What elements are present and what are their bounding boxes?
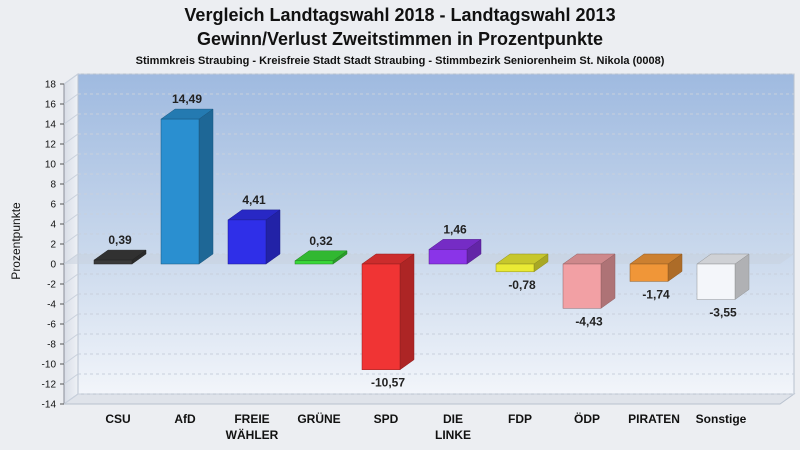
bar-spd [361,253,415,371]
bar-value-label: 4,41 [242,193,266,207]
y-tick-label: 8 [50,180,56,191]
chart-title-line2: Gewinn/Verlust Zweitstimmen in Prozentpu… [197,29,603,49]
y-tick-label: -8 [47,340,56,351]
y-tick-label: 4 [50,220,56,231]
y-tick-label: -12 [42,380,57,391]
y-tick-label: -2 [47,280,56,291]
gridline-side [63,333,79,345]
gridline-side [63,153,79,165]
bar-value-label: -0,78 [508,278,536,292]
bar-front [562,263,602,309]
x-tick-label: PIRATEN [628,412,680,426]
y-tick-label: 16 [45,100,57,111]
gridline-side [63,293,79,305]
x-tick-label: GRÜNE [297,411,340,426]
bar-ödp [562,253,616,309]
bar-front [495,263,535,273]
x-tick-label: Sonstige [696,412,747,426]
x-tick-label: LINKE [435,428,471,442]
x-tick-label: ÖDP [574,411,600,426]
x-tick-label: FDP [508,412,532,426]
gridline-side [63,213,79,225]
bar-front [361,263,401,370]
gridline-side [63,393,79,405]
plot-floor [62,393,796,405]
bar-front [160,118,200,265]
gridline-side [63,113,79,125]
y-tick-label: 2 [50,240,56,251]
bar-value-label: 1,46 [443,222,467,236]
gridline-side [63,313,79,325]
bar-side [399,253,415,371]
gridline-side [63,193,79,205]
y-axis-label: Prozentpunkte [9,202,23,280]
x-tick-label: AfD [174,412,196,426]
bar-freie-wähler [227,209,281,265]
bar-die-linke [428,238,482,265]
bar-value-label: 14,49 [172,92,202,106]
gridline-side [63,93,79,105]
gridline-side [63,373,79,385]
bar-afd [160,108,214,265]
y-tick-label: 14 [45,120,57,131]
bar-fdp [495,253,549,273]
y-tick-label: -14 [42,400,57,411]
gridline-side [63,353,79,365]
chart-subtitle: Stimmkreis Straubing - Kreisfreie Stadt … [136,55,665,67]
bar-sonstige [696,253,750,300]
bar-grüne [294,250,348,265]
y-tick-label: -6 [47,320,56,331]
chart-title: Vergleich Landtagswahl 2018 - Landtagswa… [184,5,615,25]
bar-value-label: -1,74 [642,287,670,301]
x-tick-label: WÄHLER [226,427,279,442]
bar-csu [93,249,147,265]
y-tick-label: 6 [50,200,56,211]
bar-value-label: 0,32 [309,234,333,248]
x-tick-label: DIE [443,412,463,426]
y-tick-label: 18 [45,80,57,91]
x-tick-label: CSU [105,412,130,426]
y-tick-label: -10 [42,360,57,371]
gridline-side [63,133,79,145]
bar-value-label: -4,43 [575,314,603,328]
bar-value-label: -10,57 [371,376,405,390]
bar-front [629,263,669,282]
gridline-side [63,73,79,85]
gridline-side [63,233,79,245]
bar-side [198,108,214,265]
x-tick-label: SPD [374,412,399,426]
y-tick-label: 10 [45,160,57,171]
gridline-side [63,273,79,285]
x-tick-label: FREIE [234,412,269,426]
bar-front [227,219,267,265]
y-tick-label: 0 [50,260,56,271]
bar-front [696,263,736,300]
bar-front [428,249,468,265]
y-tick-label: 12 [45,140,57,151]
y-tick-label: -4 [47,300,56,311]
gridline-side [63,173,79,185]
bar-front [294,260,334,265]
bar-value-label: 0,39 [108,233,132,247]
bar-piraten [629,253,683,282]
bar-front [93,259,133,265]
bar-value-label: -3,55 [709,306,737,320]
